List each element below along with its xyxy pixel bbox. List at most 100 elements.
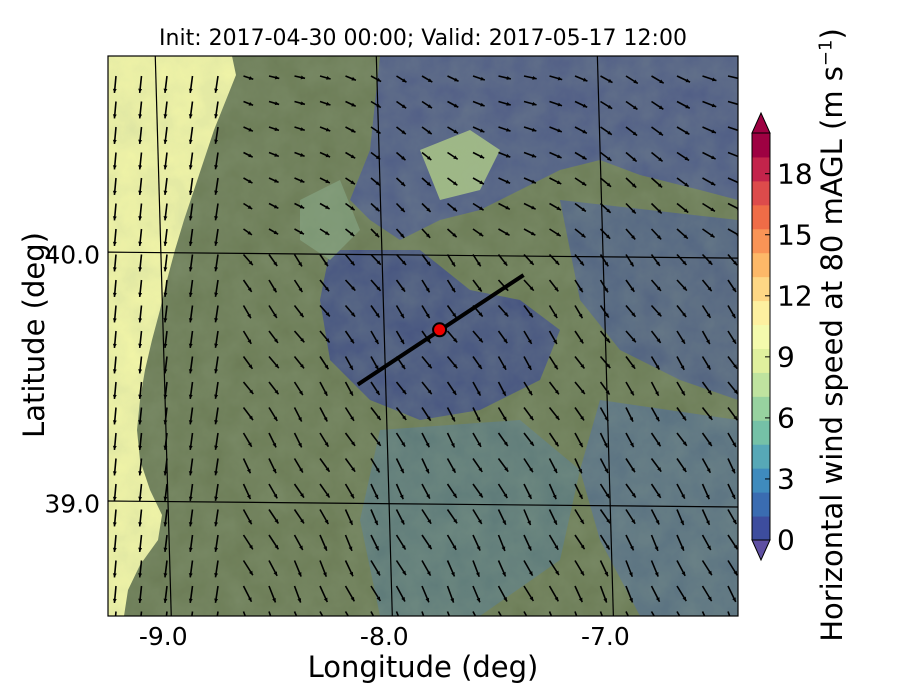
wind-arrow [188, 305, 194, 323]
wind-arrow [112, 228, 117, 247]
wind-arrow [497, 534, 506, 552]
wind-arrow [676, 330, 686, 345]
wind-arrow [319, 509, 330, 525]
wind-arrow [421, 585, 430, 603]
wind-arrow [421, 407, 432, 422]
wind-arrow [599, 534, 611, 550]
wind-arrow [727, 75, 738, 80]
wind-arrow [395, 458, 405, 474]
wind-arrow [421, 254, 432, 267]
wind-arrow [188, 177, 194, 195]
wind-arrow [344, 585, 356, 602]
wind-arrow [523, 611, 528, 616]
wind-arrow [472, 381, 482, 396]
wind-arrow [293, 509, 305, 524]
wind-arrow [138, 279, 143, 297]
wind-arrow [523, 483, 533, 500]
wind-arrow [242, 560, 254, 576]
wind-arrow [497, 254, 508, 267]
wind-arrow [293, 483, 305, 499]
wind-arrow [498, 126, 511, 132]
wind-arrow [625, 458, 636, 473]
wind-arrow [163, 254, 168, 272]
wind-arrow [447, 100, 459, 108]
wind-arrow [472, 100, 485, 107]
wind-arrow [242, 509, 253, 525]
wind-arrow [243, 177, 253, 184]
wind-arrow [344, 483, 355, 499]
wind-arrow [421, 355, 433, 369]
wind-arrow [243, 100, 254, 106]
site-marker [432, 322, 448, 338]
wind-arrow [396, 75, 407, 83]
wind-arrow [651, 126, 664, 136]
wind-arrow [625, 432, 635, 448]
wind-arrow [294, 202, 305, 209]
wind-arrow [574, 75, 588, 82]
meridian-line [154, 56, 172, 616]
wind-arrow [344, 458, 356, 473]
wind-arrow [676, 202, 689, 214]
wind-arrow [268, 585, 277, 603]
wind-arrow [395, 432, 406, 447]
wind-arrow [574, 305, 584, 319]
wind-arrow [472, 228, 484, 237]
wind-arrow [112, 126, 117, 145]
wind-arrow [727, 356, 738, 370]
wind-arrow [446, 202, 458, 212]
wind-arrow [676, 509, 685, 526]
wind-arrow [574, 202, 587, 213]
wind-arrow [243, 202, 253, 210]
wind-arrow [701, 407, 713, 421]
wind-arrow [600, 75, 613, 84]
wind-arrow [650, 432, 662, 447]
wind-arrow [523, 432, 535, 447]
wind-arrow [599, 432, 609, 448]
wind-arrow [319, 304, 331, 317]
wind-arrow [548, 279, 559, 292]
wind-arrow [319, 126, 331, 132]
wind-arrow [268, 151, 280, 158]
wind-arrow [447, 151, 459, 160]
wind-arrow [676, 177, 690, 188]
wind-arrow [523, 305, 534, 318]
wind-arrow [243, 228, 253, 236]
wind-arrow [446, 585, 455, 603]
wind-arrow [472, 432, 482, 448]
wind-arrow [421, 177, 432, 187]
wind-arrow [548, 381, 560, 395]
wind-arrow [268, 228, 279, 235]
wind-arrow [676, 585, 687, 602]
wind-arrow [163, 126, 168, 144]
wind-arrow [294, 177, 305, 183]
wind-arrow [188, 356, 194, 374]
wind-arrow [345, 202, 356, 211]
wind-arrow [676, 75, 691, 83]
wind-arrow [421, 305, 431, 319]
wind-arrow [319, 151, 331, 158]
wind-arrow [727, 534, 738, 550]
wind-arrow [268, 254, 278, 267]
wind-arrow [650, 356, 661, 370]
wind-arrow [421, 611, 425, 616]
wind-arrow [599, 458, 609, 474]
wind-arrow [472, 585, 481, 603]
wind-arrow [138, 254, 143, 272]
wind-arrow [214, 203, 219, 221]
colorbar-frame [751, 132, 771, 541]
wind-arrow [497, 432, 509, 447]
wind-arrow [344, 509, 354, 526]
wind-arrow [472, 509, 483, 525]
wind-arrow [191, 611, 194, 616]
colorbar-swatch [752, 252, 770, 278]
wind-arrow [188, 254, 194, 272]
wind-arrow [163, 407, 168, 425]
wind-arrow [600, 151, 612, 162]
wind-arrow [625, 304, 637, 318]
wind-arrow [268, 458, 277, 474]
wind-arrow [319, 381, 328, 397]
wind-arrow [370, 432, 382, 447]
wind-arrow [701, 585, 713, 602]
wind-arrow [702, 151, 716, 160]
wind-arrow [138, 152, 143, 170]
